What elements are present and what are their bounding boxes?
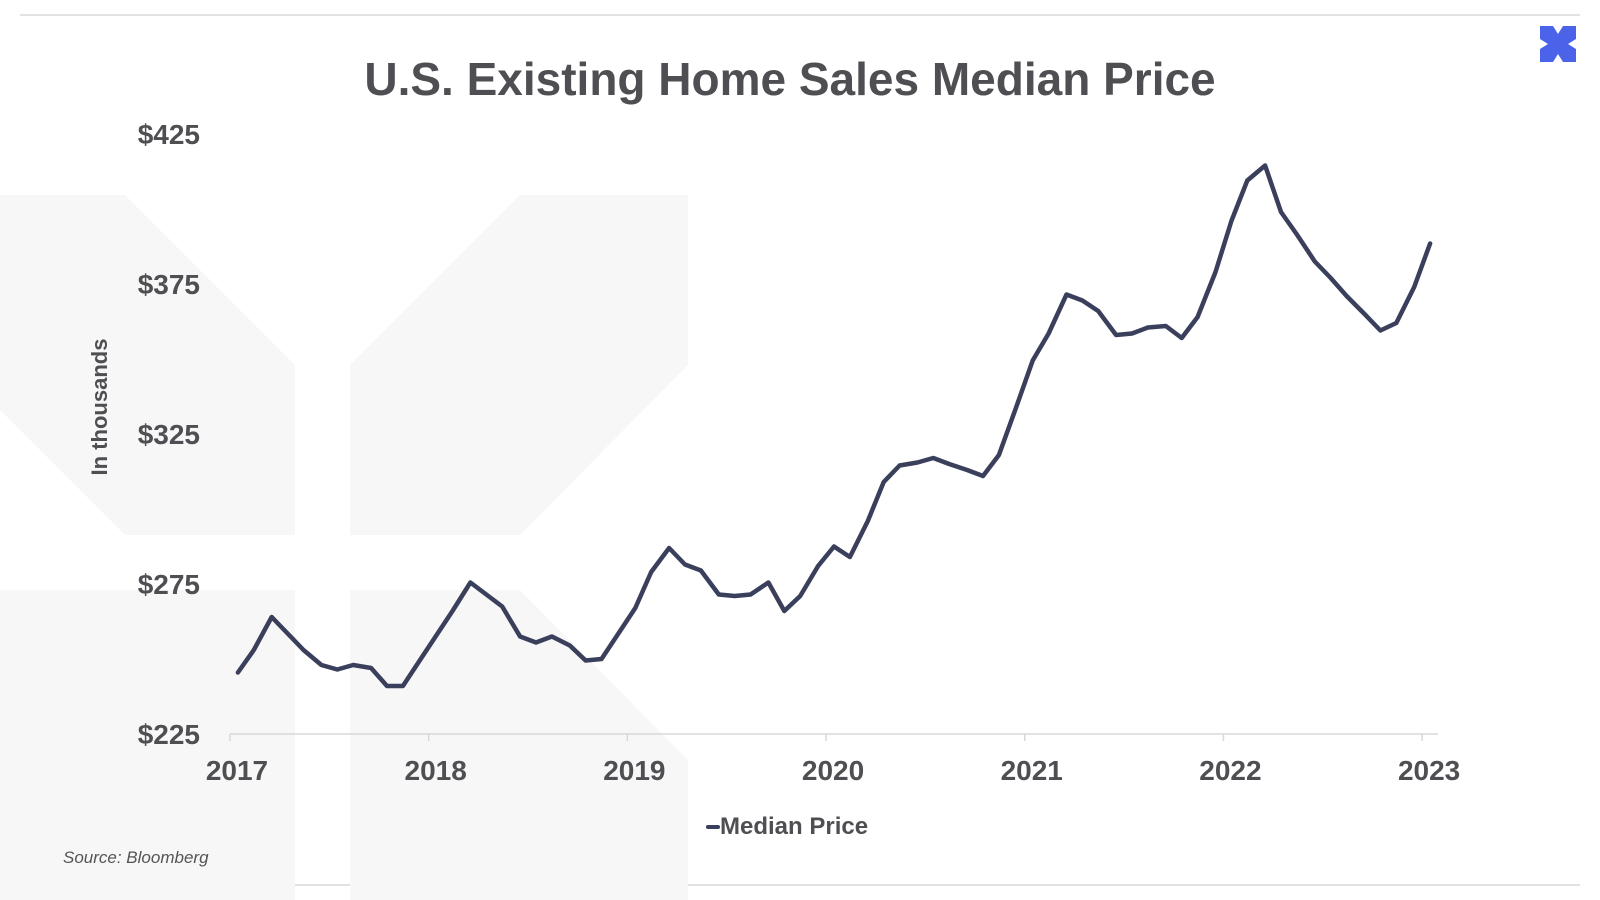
y-axis-label: In thousands <box>87 338 112 476</box>
chart-title: U.S. Existing Home Sales Median Price <box>364 53 1216 105</box>
watermark-shape <box>0 195 688 900</box>
source-note: Source: Bloomberg <box>63 848 209 867</box>
legend-label: Median Price <box>720 813 869 840</box>
top-rule <box>20 14 1580 16</box>
series-line-median-price <box>235 163 1433 689</box>
x-tick-label: 2019 <box>603 755 665 786</box>
x-tick-label: 2018 <box>405 755 467 786</box>
x-tick-label: 2023 <box>1398 755 1460 786</box>
brand-x-icon <box>1538 24 1578 69</box>
y-tick-label: $375 <box>138 269 200 300</box>
y-tick-label: $275 <box>138 569 200 600</box>
y-tick-label: $225 <box>138 719 200 750</box>
x-tick-label: 2017 <box>206 755 268 786</box>
x-tick-label: 2020 <box>802 755 864 786</box>
y-tick-label: $325 <box>138 419 200 450</box>
legend: Median Price <box>706 813 868 841</box>
y-tick-label: $425 <box>138 119 200 150</box>
bottom-rule <box>20 884 1580 886</box>
x-tick-label: 2022 <box>1199 755 1261 786</box>
legend-swatch <box>706 825 720 829</box>
x-tick-label: 2021 <box>1001 755 1063 786</box>
